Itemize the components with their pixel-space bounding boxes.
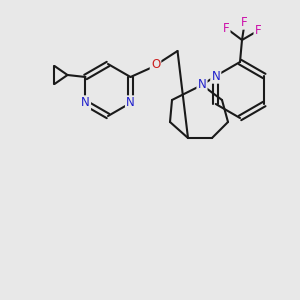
Text: O: O — [151, 58, 160, 71]
Text: N: N — [198, 79, 206, 92]
Text: F: F — [223, 22, 229, 34]
Text: N: N — [81, 97, 90, 110]
Text: N: N — [126, 97, 135, 110]
Text: F: F — [255, 23, 261, 37]
Text: F: F — [241, 16, 247, 28]
Text: N: N — [212, 70, 220, 83]
